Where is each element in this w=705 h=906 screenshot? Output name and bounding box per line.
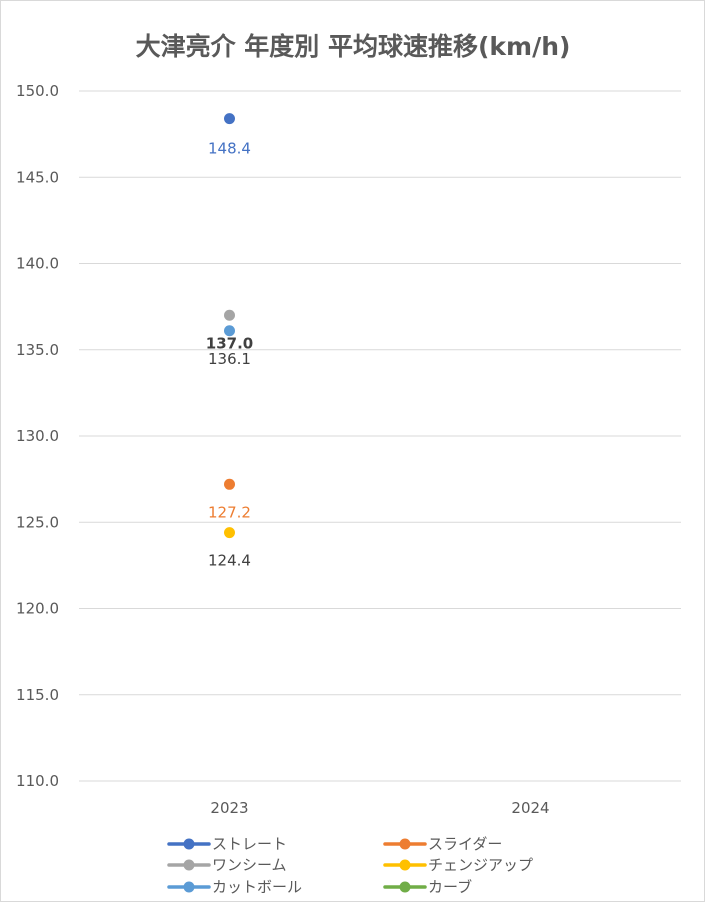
legend-marker — [399, 838, 411, 850]
gridlines — [79, 90, 681, 782]
x-axis-categories: 2023 2024 — [210, 799, 549, 817]
x-category-label: 2023 — [210, 799, 248, 817]
data-points — [224, 113, 235, 539]
legend-marker — [399, 881, 411, 893]
y-tick-label: 130.0 — [16, 427, 59, 445]
legend-label: チェンジアップ — [428, 856, 533, 874]
data-point — [224, 309, 235, 321]
y-tick-label: 150.0 — [16, 82, 59, 100]
x-category-label: 2024 — [511, 799, 549, 817]
data-point — [224, 527, 235, 539]
data-point — [224, 478, 235, 490]
legend-label: ストレート — [212, 835, 287, 853]
y-tick-label: 110.0 — [16, 772, 59, 790]
legend-marker — [183, 881, 195, 893]
data-label: 137.0 — [206, 334, 253, 352]
legend-marker — [183, 859, 195, 871]
chart-title: 大津亮介 年度別 平均球速推移(km/h) — [136, 32, 571, 61]
data-labels: 148.4 127.2 137.0 124.4 136.1 — [206, 140, 253, 570]
y-tick-label: 125.0 — [16, 513, 59, 531]
legend-label: カーブ — [428, 878, 472, 896]
legend-label: スライダー — [428, 835, 502, 853]
legend-marker — [183, 838, 195, 850]
legend-label: ワンシーム — [212, 856, 287, 874]
y-tick-label: 140.0 — [16, 255, 59, 273]
legend-label: カットボール — [212, 878, 302, 896]
y-tick-label: 135.0 — [16, 341, 59, 359]
data-label: 124.4 — [208, 552, 251, 570]
data-label: 136.1 — [208, 350, 251, 368]
y-tick-label: 120.0 — [16, 600, 59, 618]
data-point — [224, 113, 235, 125]
data-label: 148.4 — [208, 140, 251, 158]
data-label: 127.2 — [208, 503, 251, 521]
y-tick-label: 115.0 — [16, 686, 59, 704]
y-tick-label: 145.0 — [16, 168, 59, 186]
legend-marker — [399, 859, 411, 871]
data-point — [224, 325, 235, 337]
y-axis-ticks: 110.0 115.0 120.0 125.0 130.0 135.0 140.0 145.0… — [16, 82, 59, 790]
